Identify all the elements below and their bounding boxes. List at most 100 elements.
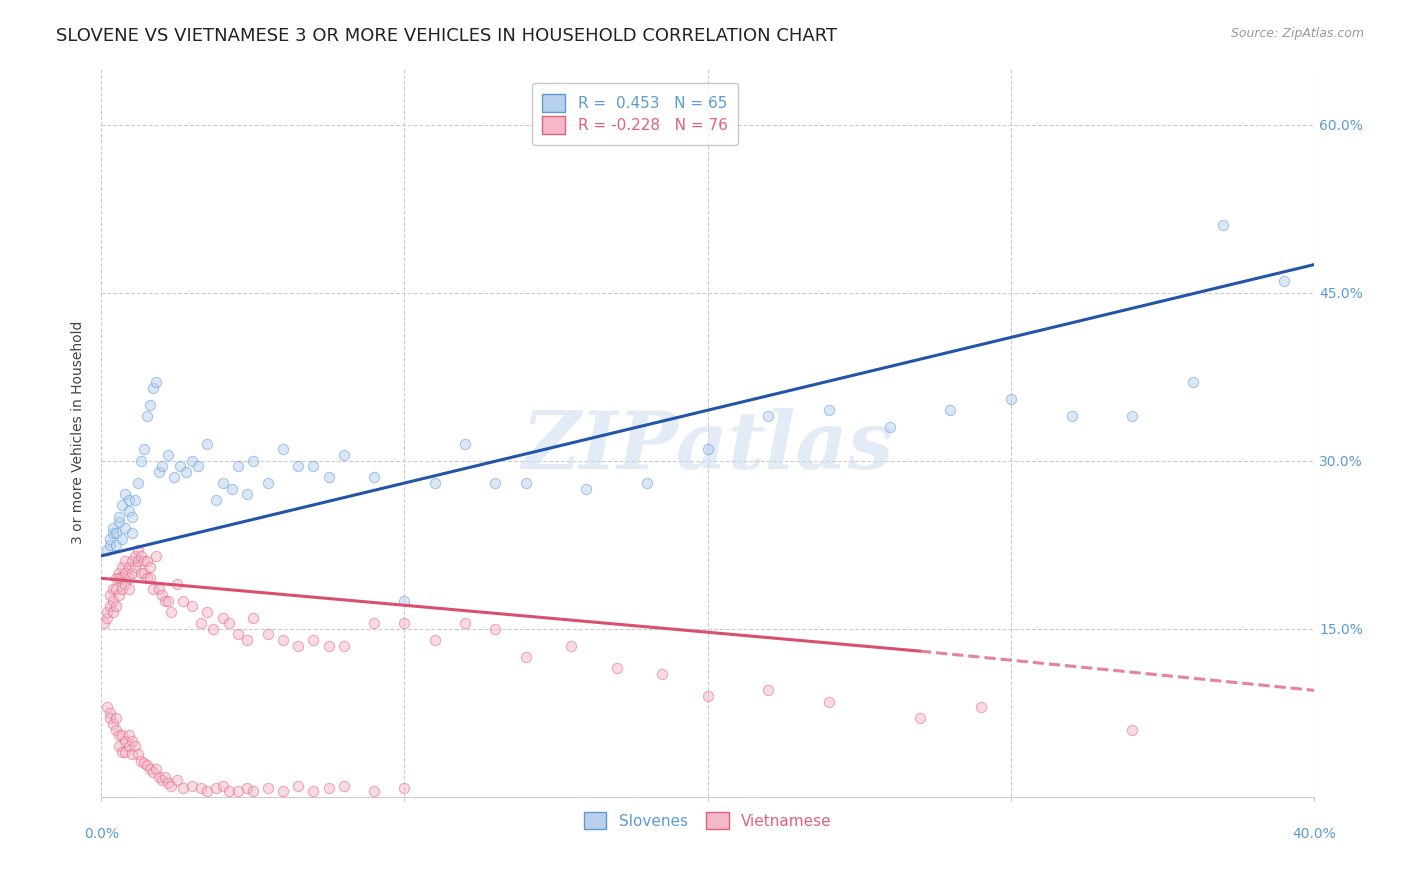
Point	[127, 554, 149, 568]
Point	[127, 543, 149, 558]
Point	[121, 554, 143, 568]
Point	[172, 780, 194, 795]
Point	[103, 605, 125, 619]
Point	[318, 470, 340, 484]
Point	[174, 465, 197, 479]
Point	[242, 610, 264, 624]
Point	[218, 784, 240, 798]
Point	[257, 627, 280, 641]
Point	[108, 566, 131, 580]
Point	[98, 711, 121, 725]
Point	[879, 420, 901, 434]
Point	[145, 376, 167, 390]
Point	[160, 605, 183, 619]
Point	[111, 571, 134, 585]
Point	[105, 723, 128, 737]
Point	[114, 521, 136, 535]
Point	[148, 582, 170, 597]
Point	[181, 453, 204, 467]
Point	[117, 560, 139, 574]
Point	[257, 780, 280, 795]
Point	[156, 448, 179, 462]
Point	[124, 549, 146, 563]
Point	[696, 442, 718, 457]
Point	[111, 560, 134, 574]
Point	[96, 605, 118, 619]
Point	[969, 700, 991, 714]
Point	[111, 499, 134, 513]
Point	[271, 632, 294, 647]
Point	[114, 566, 136, 580]
Point	[93, 616, 115, 631]
Point	[221, 482, 243, 496]
Point	[271, 784, 294, 798]
Point	[242, 784, 264, 798]
Point	[181, 779, 204, 793]
Point	[96, 543, 118, 558]
Point	[96, 700, 118, 714]
Point	[117, 728, 139, 742]
Point	[114, 554, 136, 568]
Text: 40.0%: 40.0%	[1292, 827, 1336, 841]
Point	[333, 779, 356, 793]
Point	[636, 476, 658, 491]
Point	[1121, 409, 1143, 423]
Point	[1181, 376, 1204, 390]
Legend: Slovenes, Vietnamese: Slovenes, Vietnamese	[572, 801, 842, 840]
Point	[908, 711, 931, 725]
Point	[114, 745, 136, 759]
Point	[166, 772, 188, 787]
Point	[117, 504, 139, 518]
Point	[333, 639, 356, 653]
Point	[242, 453, 264, 467]
Point	[150, 588, 173, 602]
Point	[105, 599, 128, 614]
Point	[121, 566, 143, 580]
Point	[105, 711, 128, 725]
Point	[132, 442, 155, 457]
Point	[98, 538, 121, 552]
Point	[363, 470, 385, 484]
Point	[105, 526, 128, 541]
Point	[190, 780, 212, 795]
Point	[187, 459, 209, 474]
Point	[145, 549, 167, 563]
Point	[103, 593, 125, 607]
Point	[148, 465, 170, 479]
Point	[117, 492, 139, 507]
Point	[135, 571, 157, 585]
Point	[190, 616, 212, 631]
Point	[98, 588, 121, 602]
Point	[96, 610, 118, 624]
Point	[121, 509, 143, 524]
Point	[138, 571, 160, 585]
Point	[129, 453, 152, 467]
Point	[333, 448, 356, 462]
Point	[129, 549, 152, 563]
Point	[129, 754, 152, 768]
Point	[132, 756, 155, 771]
Point	[135, 758, 157, 772]
Point	[318, 639, 340, 653]
Point	[484, 622, 506, 636]
Point	[202, 622, 225, 636]
Point	[423, 476, 446, 491]
Point	[108, 571, 131, 585]
Point	[818, 694, 841, 708]
Point	[205, 492, 228, 507]
Point	[236, 632, 259, 647]
Point	[257, 476, 280, 491]
Point	[454, 437, 477, 451]
Point	[560, 639, 582, 653]
Text: Source: ZipAtlas.com: Source: ZipAtlas.com	[1230, 27, 1364, 40]
Point	[236, 487, 259, 501]
Point	[205, 780, 228, 795]
Point	[302, 632, 325, 647]
Point	[124, 492, 146, 507]
Point	[226, 784, 249, 798]
Point	[127, 476, 149, 491]
Point	[103, 526, 125, 541]
Point	[939, 403, 962, 417]
Point	[129, 566, 152, 580]
Point	[132, 554, 155, 568]
